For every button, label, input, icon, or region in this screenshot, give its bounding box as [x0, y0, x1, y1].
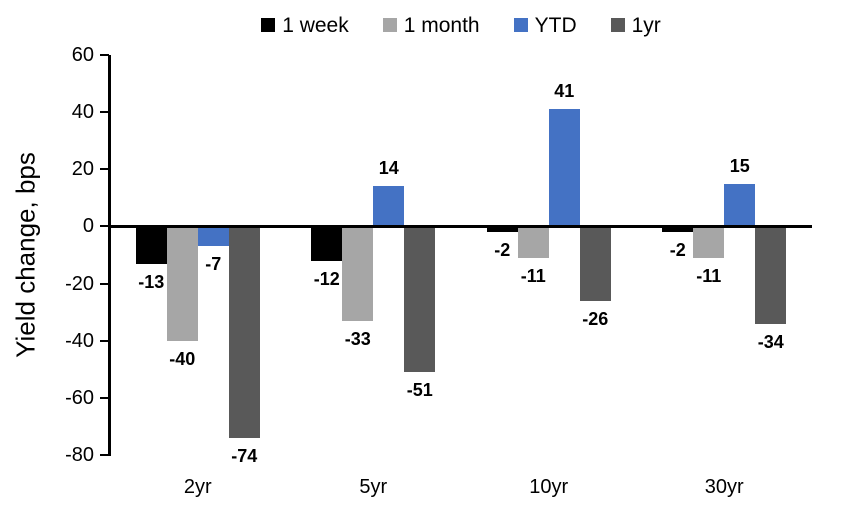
x-axis-zero-line	[110, 225, 812, 228]
bar-1-month-10yr	[517, 226, 549, 258]
legend-swatch-icon	[610, 18, 625, 32]
y-axis-tick-mark	[100, 111, 109, 114]
bar-1-week-30yr	[662, 226, 694, 233]
y-axis-tick-mark	[100, 225, 109, 228]
y-axis-tick-label: -60	[65, 386, 94, 409]
y-axis-tick-label: 0	[82, 215, 94, 238]
y-axis-tick-label: 40	[71, 101, 94, 124]
legend-item: 1 week	[261, 15, 349, 36]
y-axis-tick-mark	[100, 396, 109, 399]
legend-label: 1yr	[631, 13, 661, 37]
bar-value-label: -33	[344, 328, 371, 349]
legend-label: 1 week	[282, 13, 349, 37]
bar-value-label: 41	[554, 81, 575, 102]
x-category-label-10yr: 10yr	[529, 476, 569, 498]
bar-YTD-5yr	[373, 186, 405, 227]
legend-swatch-icon	[261, 18, 276, 32]
bar-value-label: -34	[757, 331, 784, 352]
bar-value-label: -26	[582, 308, 609, 329]
bar-value-label: -11	[696, 265, 722, 286]
legend: 1 week 1 month YTD 1yr	[110, 8, 812, 42]
bar-value-label: -2	[494, 240, 511, 261]
bar-1yr-5yr	[404, 226, 436, 373]
bar-value-label: -13	[138, 271, 165, 292]
x-category-label-5yr: 5yr	[359, 476, 388, 498]
legend-label: 1 month	[403, 13, 480, 37]
y-axis-tick-mark	[100, 454, 109, 456]
legend-item: 1yr	[610, 13, 661, 37]
bar-value-label: -40	[169, 348, 196, 369]
x-category-label-30yr: 30yr	[704, 476, 744, 498]
bar-1yr-2yr	[228, 226, 260, 438]
bar-1-month-2yr	[166, 226, 198, 341]
bar-value-label: -12	[313, 268, 340, 289]
y-axis-tick-label: 20	[71, 158, 94, 181]
y-axis-tick-label: -80	[65, 444, 94, 466]
bar-value-label: -74	[231, 445, 258, 466]
y-axis-tick-mark	[100, 282, 109, 285]
bar-value-label: -51	[406, 380, 433, 401]
y-axis-tick-mark	[100, 339, 109, 342]
bar-1-week-2yr	[135, 226, 167, 264]
y-axis-tick-label: -20	[65, 272, 94, 295]
y-axis-line	[108, 55, 111, 456]
bar-1yr-10yr	[579, 226, 611, 301]
y-axis-tick-mark	[100, 54, 109, 56]
y-axis-tick-label: 60	[71, 44, 94, 66]
bar-1yr-30yr	[755, 226, 787, 324]
bar-YTD-30yr	[724, 183, 756, 227]
bar-value-label: -2	[669, 240, 686, 261]
y-axis-tick-mark	[100, 168, 109, 171]
bar-1-month-30yr	[693, 226, 725, 258]
bar-YTD-10yr	[548, 109, 580, 227]
legend-swatch-icon	[382, 18, 397, 32]
bar-1-week-5yr	[311, 226, 343, 261]
legend-swatch-icon	[513, 18, 528, 32]
legend-item: YTD	[513, 13, 577, 37]
bar-value-label: -7	[205, 254, 222, 275]
y-axis-title: Yield change, bps	[10, 152, 41, 358]
y-axis-tick-label: -40	[65, 329, 94, 352]
bar-1-month-5yr	[342, 226, 374, 321]
bar-value-label: 14	[378, 158, 399, 179]
bar-value-label: -11	[520, 265, 546, 286]
bar-value-label: 15	[729, 155, 750, 176]
bar-YTD-2yr	[197, 226, 229, 247]
legend-label: YTD	[534, 13, 577, 37]
x-category-label-2yr: 2yr	[183, 476, 212, 498]
bar-1-week-10yr	[486, 226, 518, 233]
legend-item: 1 month	[382, 13, 480, 37]
